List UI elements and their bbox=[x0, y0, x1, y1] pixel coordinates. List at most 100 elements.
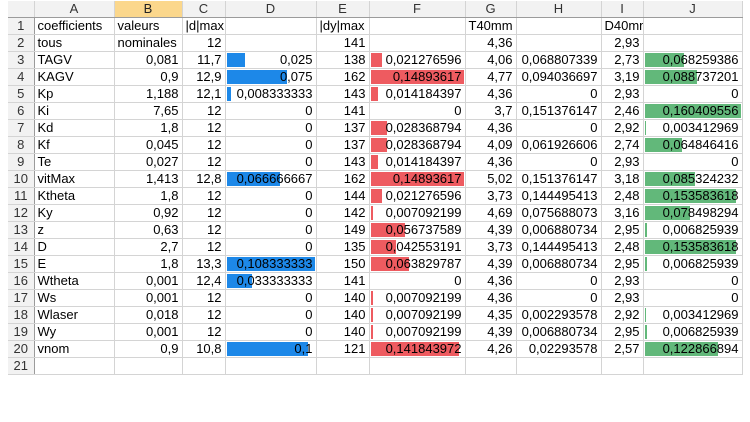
cell-f10[interactable]: 0,14893617 bbox=[369, 170, 466, 189]
cell-j2[interactable] bbox=[643, 34, 743, 53]
cell-g9[interactable]: 4,36 bbox=[465, 153, 517, 172]
row-header[interactable]: 5 bbox=[8, 85, 35, 104]
cell-d20[interactable]: 0,1 bbox=[225, 340, 317, 359]
cell-b2[interactable]: nominales bbox=[114, 34, 183, 53]
cell-h15[interactable]: 0,006880734 bbox=[516, 255, 602, 274]
cell-e1[interactable]: |dy|max bbox=[316, 17, 370, 36]
cell-h19[interactable]: 0,006880734 bbox=[516, 323, 602, 342]
cell-d11[interactable]: 0 bbox=[225, 187, 317, 206]
cell-f17[interactable]: 0,007092199 bbox=[369, 289, 466, 308]
cell-d7[interactable]: 0 bbox=[225, 119, 317, 138]
cell-a15[interactable]: E bbox=[34, 255, 115, 274]
cell-g8[interactable]: 4,09 bbox=[465, 136, 517, 155]
cell-a2[interactable]: tous bbox=[34, 34, 115, 53]
cell-d6[interactable]: 0 bbox=[225, 102, 317, 121]
row-header[interactable]: 12 bbox=[8, 204, 35, 223]
cell-e16[interactable]: 141 bbox=[316, 272, 370, 291]
cell-e21[interactable] bbox=[316, 357, 370, 376]
cell-h5[interactable]: 0 bbox=[516, 85, 602, 104]
cell-h7[interactable]: 0 bbox=[516, 119, 602, 138]
cell-f1[interactable] bbox=[369, 17, 466, 36]
cell-b5[interactable]: 1,188 bbox=[114, 85, 183, 104]
column-header-g[interactable]: G bbox=[465, 1, 517, 19]
cell-g18[interactable]: 4,35 bbox=[465, 306, 517, 325]
cell-i6[interactable]: 2,46 bbox=[601, 102, 644, 121]
cell-j17[interactable]: 0 bbox=[643, 289, 743, 308]
cell-c1[interactable]: |d|max bbox=[182, 17, 226, 36]
column-header-i[interactable]: I bbox=[601, 1, 644, 19]
cell-i20[interactable]: 2,57 bbox=[601, 340, 644, 359]
cell-j12[interactable]: 0,078498294 bbox=[643, 204, 743, 223]
cell-c13[interactable]: 12 bbox=[182, 221, 226, 240]
cell-b14[interactable]: 2,7 bbox=[114, 238, 183, 257]
cell-e3[interactable]: 138 bbox=[316, 51, 370, 70]
cell-c14[interactable]: 12 bbox=[182, 238, 226, 257]
cell-c19[interactable]: 12 bbox=[182, 323, 226, 342]
cell-a6[interactable]: Ki bbox=[34, 102, 115, 121]
cell-i9[interactable]: 2,93 bbox=[601, 153, 644, 172]
cell-e11[interactable]: 144 bbox=[316, 187, 370, 206]
row-header[interactable]: 14 bbox=[8, 238, 35, 257]
column-header-f[interactable]: F bbox=[369, 1, 466, 19]
cell-a12[interactable]: Ky bbox=[34, 204, 115, 223]
cell-e15[interactable]: 150 bbox=[316, 255, 370, 274]
cell-c10[interactable]: 12,8 bbox=[182, 170, 226, 189]
cell-i3[interactable]: 2,73 bbox=[601, 51, 644, 70]
cell-h9[interactable]: 0 bbox=[516, 153, 602, 172]
cell-a13[interactable]: z bbox=[34, 221, 115, 240]
row-header[interactable]: 16 bbox=[8, 272, 35, 291]
select-all-corner[interactable] bbox=[8, 1, 35, 19]
cell-i16[interactable]: 2,93 bbox=[601, 272, 644, 291]
cell-h12[interactable]: 0,075688073 bbox=[516, 204, 602, 223]
cell-d9[interactable]: 0 bbox=[225, 153, 317, 172]
cell-d19[interactable]: 0 bbox=[225, 323, 317, 342]
cell-b16[interactable]: 0,001 bbox=[114, 272, 183, 291]
cell-i15[interactable]: 2,95 bbox=[601, 255, 644, 274]
column-header-b[interactable]: B bbox=[114, 1, 183, 19]
cell-h6[interactable]: 0,151376147 bbox=[516, 102, 602, 121]
cell-f14[interactable]: 0,042553191 bbox=[369, 238, 466, 257]
cell-i2[interactable]: 2,93 bbox=[601, 34, 644, 53]
cell-b18[interactable]: 0,018 bbox=[114, 306, 183, 325]
cell-c12[interactable]: 12 bbox=[182, 204, 226, 223]
cell-j3[interactable]: 0,068259386 bbox=[643, 51, 743, 70]
cell-i14[interactable]: 2,48 bbox=[601, 238, 644, 257]
cell-i7[interactable]: 2,92 bbox=[601, 119, 644, 138]
cell-h10[interactable]: 0,151376147 bbox=[516, 170, 602, 189]
cell-d5[interactable]: 0,008333333 bbox=[225, 85, 317, 104]
cell-c18[interactable]: 12 bbox=[182, 306, 226, 325]
cell-f18[interactable]: 0,007092199 bbox=[369, 306, 466, 325]
cell-b10[interactable]: 1,413 bbox=[114, 170, 183, 189]
cell-a19[interactable]: Wy bbox=[34, 323, 115, 342]
cell-h1[interactable] bbox=[516, 17, 602, 36]
cell-j8[interactable]: 0,064846416 bbox=[643, 136, 743, 155]
row-header[interactable]: 15 bbox=[8, 255, 35, 274]
cell-h2[interactable] bbox=[516, 34, 602, 53]
cell-i17[interactable]: 2,93 bbox=[601, 289, 644, 308]
cell-g2[interactable]: 4,36 bbox=[465, 34, 517, 53]
cell-g17[interactable]: 4,36 bbox=[465, 289, 517, 308]
column-header-e[interactable]: E bbox=[316, 1, 370, 19]
cell-i13[interactable]: 2,95 bbox=[601, 221, 644, 240]
cell-f13[interactable]: 0,056737589 bbox=[369, 221, 466, 240]
cell-f12[interactable]: 0,007092199 bbox=[369, 204, 466, 223]
cell-e5[interactable]: 143 bbox=[316, 85, 370, 104]
cell-i12[interactable]: 3,16 bbox=[601, 204, 644, 223]
cell-c15[interactable]: 13,3 bbox=[182, 255, 226, 274]
cell-c9[interactable]: 12 bbox=[182, 153, 226, 172]
cell-b8[interactable]: 0,045 bbox=[114, 136, 183, 155]
cell-h3[interactable]: 0,068807339 bbox=[516, 51, 602, 70]
cell-i5[interactable]: 2,93 bbox=[601, 85, 644, 104]
cell-c2[interactable]: 12 bbox=[182, 34, 226, 53]
cell-f11[interactable]: 0,021276596 bbox=[369, 187, 466, 206]
row-header[interactable]: 2 bbox=[8, 34, 35, 53]
cell-e17[interactable]: 140 bbox=[316, 289, 370, 308]
cell-a8[interactable]: Kf bbox=[34, 136, 115, 155]
cell-d3[interactable]: 0,025 bbox=[225, 51, 317, 70]
cell-g12[interactable]: 4,69 bbox=[465, 204, 517, 223]
cell-j9[interactable]: 0 bbox=[643, 153, 743, 172]
cell-j18[interactable]: 0,003412969 bbox=[643, 306, 743, 325]
cell-d4[interactable]: 0,075 bbox=[225, 68, 317, 87]
cell-h8[interactable]: 0,061926606 bbox=[516, 136, 602, 155]
cell-j10[interactable]: 0,085324232 bbox=[643, 170, 743, 189]
